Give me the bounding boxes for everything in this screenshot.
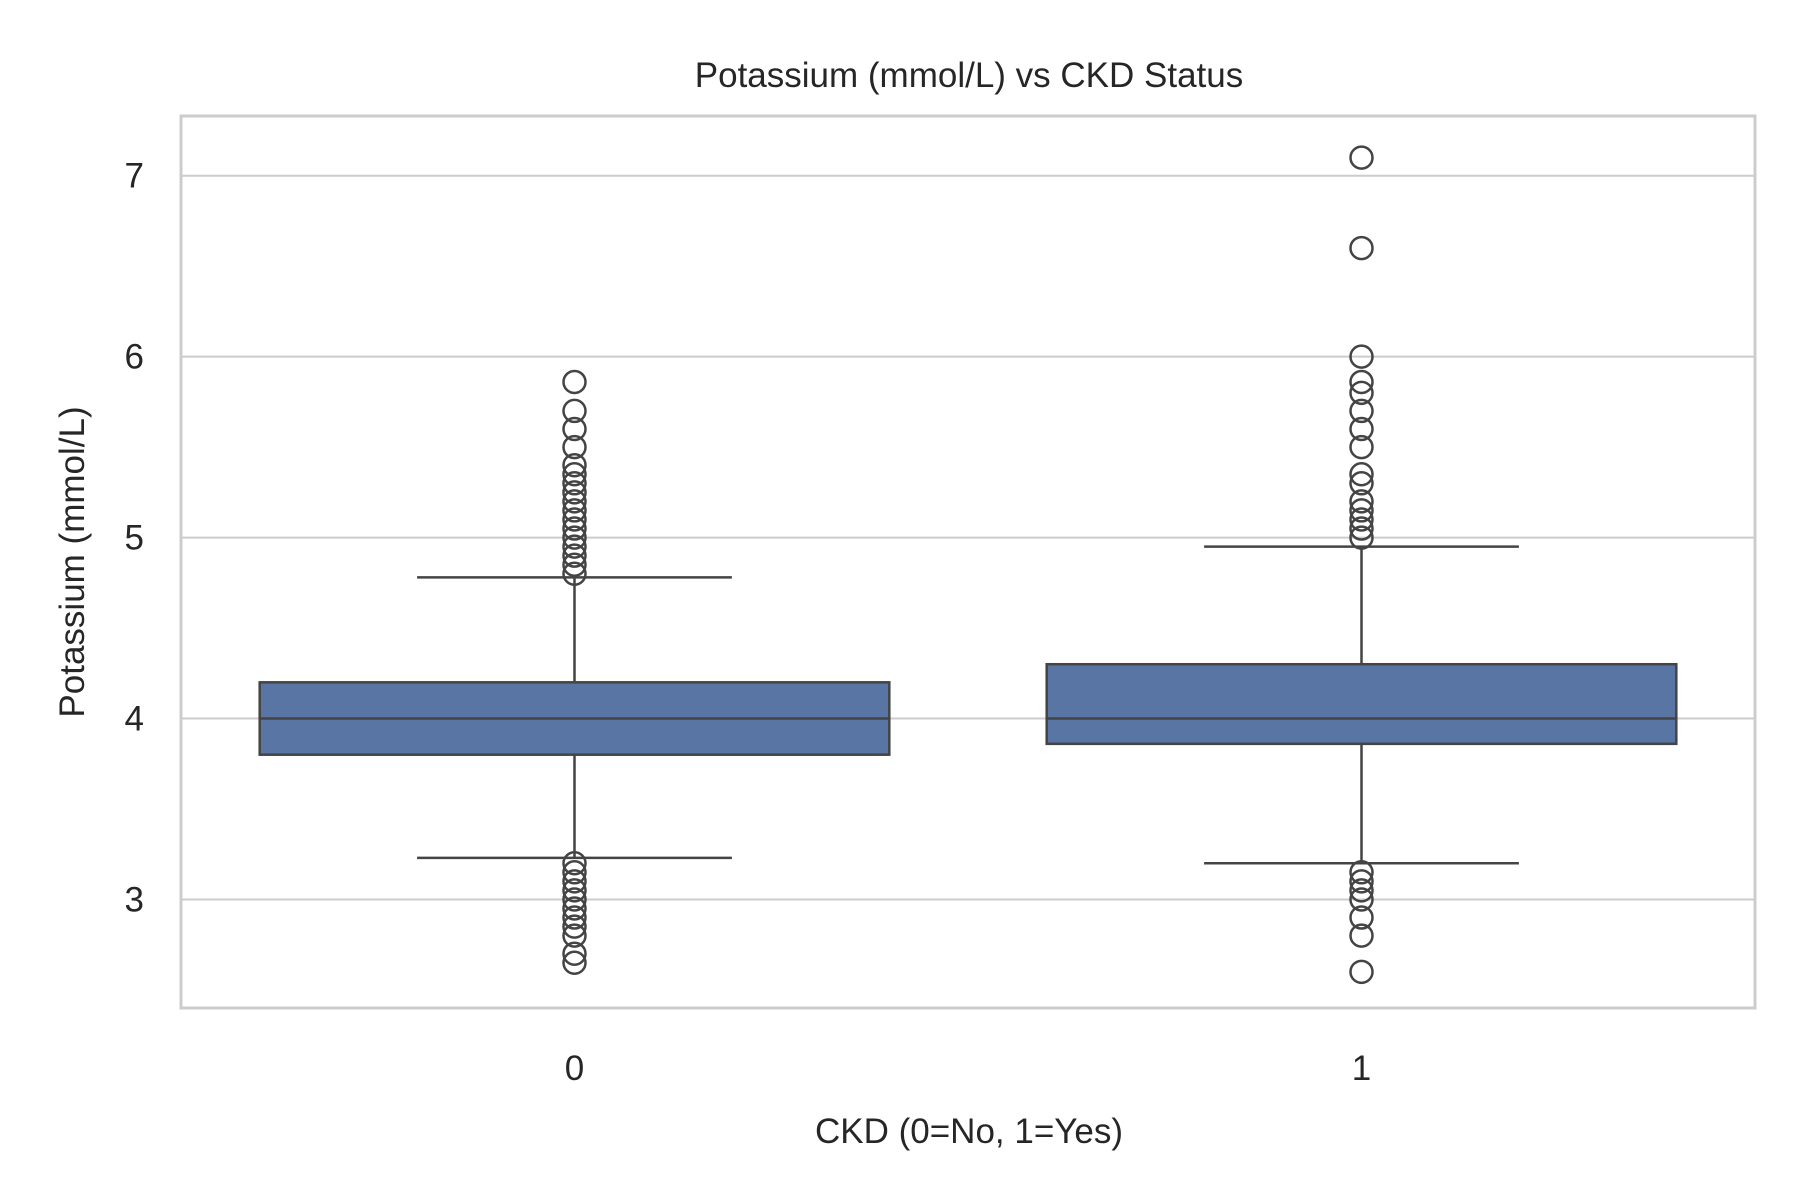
outlier-point	[1349, 471, 1374, 496]
outlier-point	[562, 869, 587, 894]
outlier-point	[562, 878, 587, 903]
outlier-point	[562, 525, 587, 550]
outlier-point	[1349, 507, 1374, 532]
iqr-box	[1045, 662, 1678, 746]
x-tick-label: 1	[1352, 1049, 1371, 1088]
outlier-point	[1349, 959, 1374, 985]
outlier-point	[562, 552, 587, 577]
outlier-point	[562, 498, 587, 523]
plot-area	[258, 145, 1678, 985]
outlier-point	[562, 561, 587, 587]
outlier-point	[1349, 235, 1374, 261]
outlier-point	[1349, 461, 1374, 487]
outlier-point	[1349, 869, 1374, 894]
y-tick-label: 3	[125, 880, 144, 919]
plot-frame	[179, 114, 1757, 1010]
outlier-point	[562, 416, 587, 442]
y-axis-label: Potassium (mmol/L)	[53, 406, 92, 717]
outlier-point	[562, 471, 587, 496]
outlier-point	[562, 941, 587, 966]
outlier-point	[1349, 860, 1374, 885]
x-tick-label: 0	[565, 1049, 584, 1088]
outlier-point	[562, 434, 587, 460]
outlier-point	[562, 860, 587, 885]
outlier-point	[562, 851, 587, 876]
outlier-point	[1349, 434, 1374, 460]
outlier-point	[1349, 380, 1374, 406]
y-tick-label: 5	[125, 519, 144, 558]
outlier-point	[1349, 878, 1374, 903]
y-tick-label: 6	[125, 338, 144, 377]
outlier-point	[562, 923, 587, 948]
outlier-point	[1349, 398, 1374, 424]
outlier-point	[1349, 369, 1374, 395]
outlier-point	[1349, 145, 1374, 170]
outlier-point	[562, 480, 587, 505]
box-group-1	[1045, 145, 1678, 985]
grid-lines	[181, 174, 1755, 901]
outlier-point	[562, 914, 587, 939]
outlier-point	[1349, 344, 1374, 369]
outlier-point	[562, 534, 587, 559]
outlier-point	[1349, 923, 1374, 948]
box-group-0	[258, 369, 891, 976]
chart-title: Potassium (mmol/L) vs CKD Status	[695, 56, 1243, 95]
outlier-point	[1349, 905, 1374, 930]
outlier-point	[562, 905, 587, 930]
outlier-point	[1349, 416, 1374, 442]
outlier-point	[562, 369, 587, 395]
y-tick-label: 7	[125, 157, 144, 196]
y-axis-ticks: 3 4 5 6 7	[125, 157, 144, 920]
outlier-point	[562, 507, 587, 532]
outlier-point	[1349, 887, 1374, 912]
outlier-point	[1349, 525, 1374, 550]
x-axis-label: CKD (0=No, 1=Yes)	[815, 1112, 1123, 1151]
y-tick-label: 4	[125, 700, 144, 739]
outlier-point	[562, 489, 587, 514]
outlier-point	[562, 887, 587, 912]
outlier-point	[1349, 498, 1374, 523]
outlier-point	[562, 461, 587, 487]
outlier-point	[562, 950, 587, 976]
outlier-point	[1349, 516, 1374, 541]
outlier-point	[562, 516, 587, 541]
outlier-point	[1349, 489, 1374, 514]
outlier-point	[562, 452, 587, 478]
outlier-point	[562, 543, 587, 568]
outlier-point	[562, 896, 587, 921]
outlier-point	[562, 398, 587, 424]
